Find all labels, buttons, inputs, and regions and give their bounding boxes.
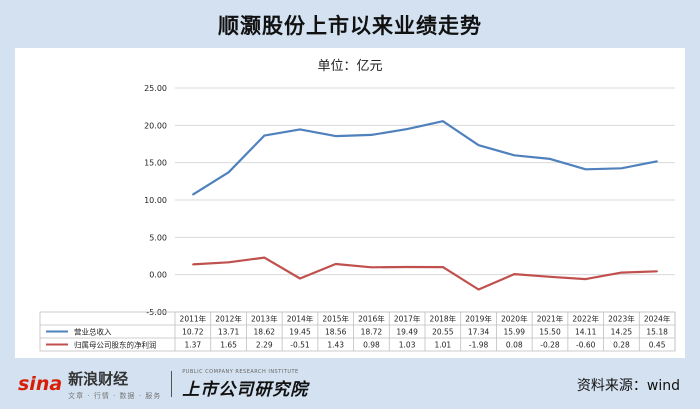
data-label: 15.50 [539,328,561,337]
data-label: 0.28 [613,341,630,350]
data-label: 10.72 [182,328,204,337]
data-label: 20.55 [432,328,454,337]
data-point [620,271,623,274]
data-label: 0.45 [649,341,666,350]
x-tick-label: 2022年 [572,314,599,324]
series-line-1 [192,120,658,196]
data-point [334,263,337,265]
x-tick-label: 2017年 [394,314,421,324]
legend-label: 营业总收入 [74,327,112,337]
footer-logos: sina 新浪财经 文章 · 行情 · 数据 · 服务 PUBLIC COMPA… [18,366,308,402]
data-label: 19.45 [289,328,311,337]
x-tick-label: 2016年 [358,314,385,324]
y-tick-label: 0.00 [149,271,167,280]
data-label: 14.25 [611,328,633,337]
y-tick-label: 15.00 [144,159,167,168]
y-tick-label: 10.00 [144,196,167,205]
x-tick-label: 2021年 [537,314,564,324]
data-point [549,275,551,278]
chart-title: 单位：亿元 [317,59,382,74]
data-label: -0.28 [540,341,560,350]
data-label: 2.29 [256,341,273,350]
x-tick-label: 2011年 [180,314,207,324]
data-point [584,168,587,171]
data-label: 1.01 [435,341,452,350]
source-note: 资料来源：wind [576,378,680,394]
x-tick-label: 2013年 [251,314,278,324]
data-label: 1.65 [220,341,237,350]
x-tick-label: 2018年 [430,314,457,324]
x-tick-label: 2012年 [215,314,242,324]
data-point [442,266,444,268]
page-title: 顺灏股份上市以来业绩走势 [218,14,482,38]
data-point [263,134,266,137]
data-label: 18.56 [325,328,347,337]
data-point [299,277,301,280]
sina-mark: sina [18,373,63,395]
data-label: 17.34 [468,328,490,337]
data-label: 14.11 [575,328,597,337]
data-label: -0.60 [576,341,596,350]
data-point [227,171,230,174]
data-label: 18.72 [361,328,383,337]
data-point [192,263,194,266]
y-tick-label: 20.00 [144,121,167,130]
data-label: 1.03 [399,341,416,350]
data-point [406,128,408,130]
data-point [406,266,408,268]
x-tick-label: 2024年 [644,314,671,324]
data-point [370,266,373,269]
data-label: 0.98 [363,341,380,350]
y-tick-label: 5.00 [149,233,167,242]
data-label: -1.98 [469,341,489,350]
data-point [334,135,337,137]
x-tick-label: 2015年 [322,314,349,324]
logo-divider [171,371,173,397]
sina-name: 新浪财经 [68,369,129,388]
brand-tagline: PUBLIC COMPANY RESEARCH INSTITUTE [182,368,299,375]
data-point [442,120,444,123]
line-chart: 单位：亿元 25.0020.0015.0010.005.000.00-5.00 … [39,59,676,352]
x-tick-label: 2014年 [287,314,314,324]
legend-label: 归属母公司股东的净利润 [74,340,157,350]
data-point [227,261,230,264]
brand-logo: PUBLIC COMPANY RESEARCH INSTITUTE 上市公司研究… [182,369,308,400]
data-label: 1.37 [185,341,202,350]
chart-panel: 单位：亿元 25.00 20.00 15.00 10.00 5.00 0.00 -5.00 … [15,48,685,358]
data-point [620,167,623,170]
data-point [299,128,301,131]
data-point [192,193,194,196]
data-point [477,144,480,146]
data-point [513,273,516,275]
data-label: -0.51 [290,341,310,350]
sina-logo: sina 新浪财经 文章 · 行情 · 数据 · 服务 [18,368,161,401]
brand-name: 上市公司研究院 [182,379,309,400]
data-label: 0.08 [506,341,523,350]
data-label: 1.43 [327,341,344,350]
data-point [549,158,551,160]
data-label: 19.49 [396,328,418,337]
data-point [656,270,658,273]
data-label: 15.18 [646,328,668,337]
data-point [477,288,480,291]
data-label: 18.62 [254,328,276,337]
data-point [584,278,587,280]
x-tick-label: 2023年 [608,314,635,324]
data-point [656,160,658,163]
data-point [513,154,516,157]
data-point [263,256,266,259]
data-label: 13.71 [218,328,240,337]
x-tick-label: 2020年 [501,314,528,324]
sina-sub: 文章 · 行情 · 数据 · 服务 [68,391,162,400]
data-label: 15.99 [504,328,526,337]
y-tick-label: 25.00 [144,84,167,93]
series-line-2 [192,256,658,291]
data-point [370,134,373,136]
x-tick-label: 2019年 [465,314,492,324]
y-tick-label: -5.00 [146,308,167,317]
